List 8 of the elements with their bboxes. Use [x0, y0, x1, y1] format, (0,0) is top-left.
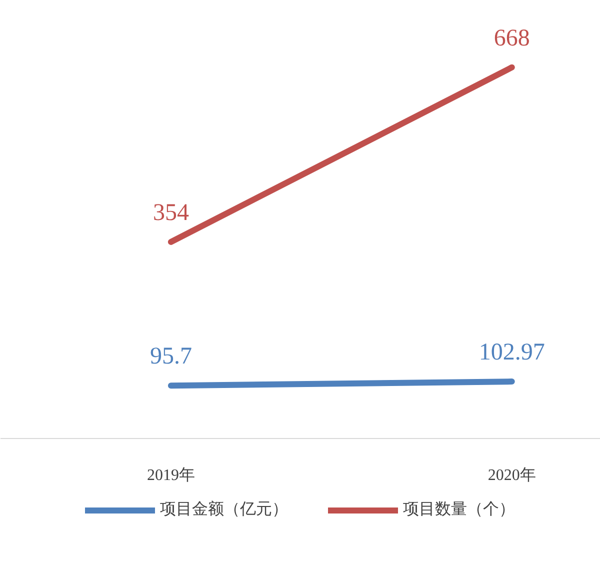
legend-label: 项目数量（个）: [403, 500, 515, 520]
x-tick-label: 2019年: [146, 466, 195, 484]
data-label: 95.7: [150, 344, 192, 370]
data-label: 354: [152, 200, 189, 226]
data-label: 668: [494, 25, 530, 52]
data-label: 102.97: [478, 340, 545, 366]
x-tick-label: 2020年: [488, 466, 536, 484]
legend-label: 项目金额（亿元）: [160, 500, 288, 520]
